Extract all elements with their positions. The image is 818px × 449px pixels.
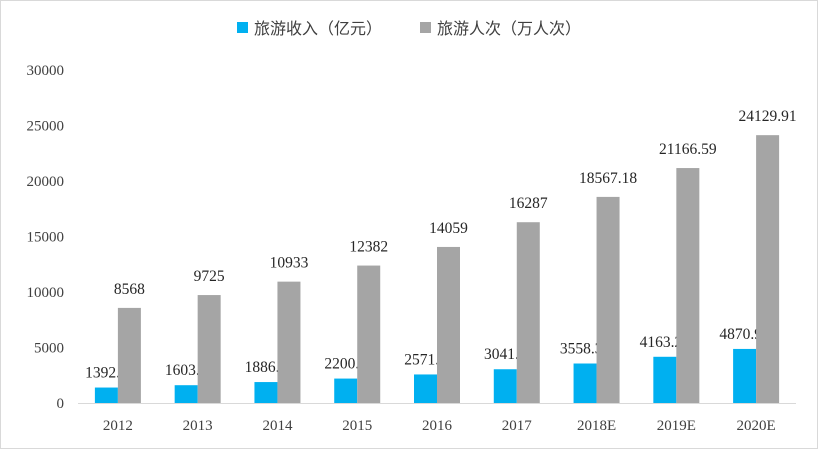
bar-revenue xyxy=(493,369,517,403)
legend-swatch-visitors xyxy=(420,21,431,33)
bar-visitors xyxy=(437,246,460,403)
bar-revenue xyxy=(733,348,757,403)
legend-swatch-revenue xyxy=(236,21,248,33)
data-label-revenue: 1886.3 xyxy=(245,359,288,376)
bar-visitors xyxy=(277,281,301,403)
x-tick-label: 2012 xyxy=(103,418,133,434)
x-tick-label: 2020E xyxy=(737,418,776,434)
y-tick-label: 0 xyxy=(57,396,65,412)
bar-revenue xyxy=(254,382,278,403)
x-tick-label: 2014 xyxy=(262,418,293,434)
y-tick-label: 5000 xyxy=(34,341,64,357)
legend-item-visitors: 旅游人次（万人次） xyxy=(420,15,581,39)
data-label-visitors: 16287 xyxy=(509,195,548,212)
legend: 旅游收入（亿元） 旅游人次（万人次） xyxy=(0,15,818,39)
x-tick-label: 2015 xyxy=(342,418,372,434)
data-label-revenue: 1603.7 xyxy=(165,362,208,379)
data-label-revenue: 3041.3 xyxy=(484,346,527,363)
legend-label-revenue: 旅游收入（亿元） xyxy=(253,19,382,38)
data-label-visitors: 12382 xyxy=(349,239,388,256)
bar-visitors xyxy=(756,135,780,403)
data-label-visitors: 24129.91 xyxy=(739,108,797,125)
data-label-visitors: 14059 xyxy=(429,220,468,237)
data-label-visitors: 10933 xyxy=(270,255,309,272)
legend-label-visitors: 旅游人次（万人次） xyxy=(437,19,582,38)
x-tick-label: 2016 xyxy=(422,418,453,434)
bar-revenue xyxy=(573,363,597,403)
bar-visitors xyxy=(516,222,540,403)
data-label-visitors: 9725 xyxy=(194,268,225,285)
bar-revenue xyxy=(94,387,118,403)
bar-visitors xyxy=(596,196,620,403)
bar-visitors xyxy=(357,265,381,403)
bar-revenue xyxy=(174,385,198,403)
y-tick-label: 15000 xyxy=(27,230,65,246)
data-label-revenue: 2571.8 xyxy=(404,351,447,368)
bar-visitors xyxy=(676,168,700,403)
data-label-revenue: 1392.3 xyxy=(85,365,128,382)
bar-visitors xyxy=(117,307,141,403)
bar-revenue xyxy=(334,378,358,403)
data-label-visitors: 21166.59 xyxy=(659,141,717,158)
data-label-revenue: 2200.7 xyxy=(324,356,367,373)
bar-revenue xyxy=(414,374,437,403)
bar-visitors xyxy=(197,295,221,403)
x-tick-label: 2017 xyxy=(502,418,533,434)
x-tick-label: 2013 xyxy=(183,418,213,434)
y-tick-label: 30000 xyxy=(27,63,65,79)
x-tick-label: 2018E xyxy=(577,418,616,434)
y-tick-label: 20000 xyxy=(27,174,65,190)
x-tick-label: 2019E xyxy=(657,418,696,434)
y-tick-label: 10000 xyxy=(27,285,65,301)
legend-item-revenue: 旅游收入（亿元） xyxy=(236,15,382,39)
bar-revenue xyxy=(653,356,677,403)
data-label-visitors: 8568 xyxy=(114,281,145,298)
data-label-visitors: 18567.18 xyxy=(579,170,637,187)
y-tick-label: 25000 xyxy=(27,119,65,135)
